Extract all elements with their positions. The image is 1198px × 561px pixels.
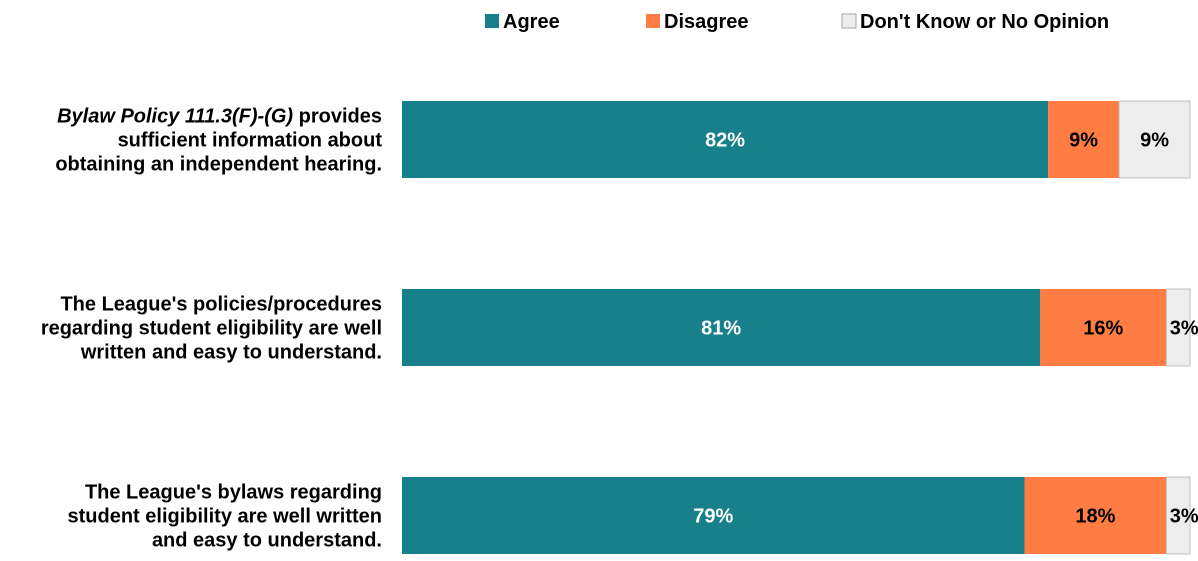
data-label-2-3: 18% bbox=[1075, 506, 1115, 528]
bar-don-t-know-or-no-opinion-3 bbox=[1165, 476, 1191, 555]
category-label-3-line-1-part-1: The League's bylaws regarding bbox=[85, 482, 382, 504]
bar-agree-3 bbox=[402, 477, 1025, 554]
legend-label-1: Agree bbox=[503, 11, 560, 33]
category-label-2-line-2-part-1: regarding student eligibility are well bbox=[41, 318, 382, 340]
category-label-2-line-3-part-1: written and easy to understand. bbox=[80, 342, 382, 364]
category-label-1-line-2-part-1: sufficient information about bbox=[118, 130, 383, 152]
legend-swatch-1 bbox=[485, 14, 499, 28]
legend-swatch-2 bbox=[646, 14, 660, 28]
data-label-3-3: 3% bbox=[1170, 506, 1198, 528]
category-label-3: The League's bylaws regarding student eli… bbox=[67, 482, 382, 552]
bar-agree-2 bbox=[402, 289, 1041, 366]
category-label-1: Bylaw Policy 111.3(F)-(G) provides suffic… bbox=[55, 106, 382, 176]
data-label-1-3: 79% bbox=[693, 506, 733, 528]
data-label-1-1: 82% bbox=[705, 130, 745, 152]
category-label-1-line-1-part-2: provides bbox=[293, 106, 382, 128]
category-label-2-line-1-part-1: The League's policies/procedures bbox=[60, 294, 382, 316]
bar-disagree-2 bbox=[1040, 289, 1167, 366]
legend-swatch-3 bbox=[841, 13, 857, 29]
data-label-3-2: 3% bbox=[1170, 318, 1198, 340]
legend-label-3: Don't Know or No Opinion bbox=[860, 11, 1109, 33]
bar-don-t-know-or-no-opinion-2 bbox=[1165, 288, 1191, 367]
bar-disagree-3 bbox=[1024, 477, 1167, 554]
bar-agree-1 bbox=[402, 101, 1049, 178]
category-label-3-line-3-part-1: and easy to understand. bbox=[152, 530, 382, 552]
data-label-2-1: 9% bbox=[1069, 130, 1098, 152]
category-label-2: The League's policies/procedures regardin… bbox=[41, 294, 382, 364]
category-label-1-line-3-part-1: obtaining an independent hearing. bbox=[55, 154, 382, 176]
data-label-1-2: 81% bbox=[701, 318, 741, 340]
data-label-3-1: 9% bbox=[1140, 130, 1169, 152]
legend-label-2: Disagree bbox=[664, 11, 749, 33]
data-label-2-2: 16% bbox=[1083, 318, 1123, 340]
bar-don-t-know-or-no-opinion-1 bbox=[1118, 100, 1191, 179]
bar-disagree-1 bbox=[1048, 101, 1120, 178]
category-label-1-line-1-part-1: Bylaw Policy 111.3(F)-(G) bbox=[57, 106, 293, 128]
category-label-3-line-2-part-1: student eligibility are well written bbox=[67, 506, 382, 528]
